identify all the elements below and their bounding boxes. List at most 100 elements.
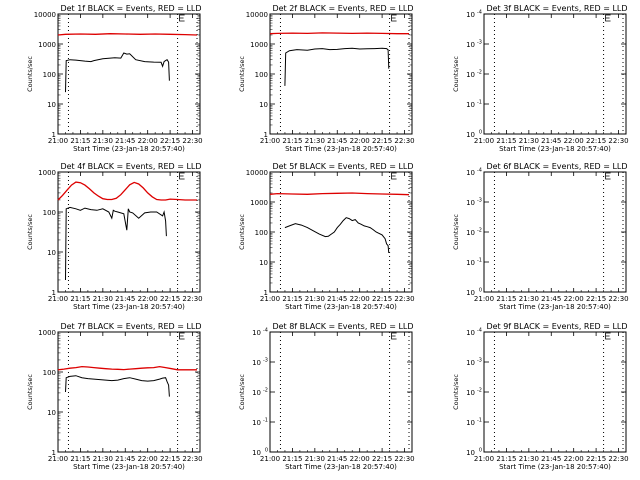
y-tick-exponent: -2 (263, 388, 268, 394)
y-tick-exponent: -2 (477, 388, 482, 394)
x-tick-label: 21:15 (496, 137, 516, 145)
x-axis-label: Start Time (23-Jan-18 20:57:40) (499, 303, 611, 311)
x-tick-label: 22:15 (372, 137, 392, 145)
lld-series-line (57, 181, 197, 201)
y-tick-label: 1 (52, 131, 56, 139)
y-tick-label: 10 (466, 419, 475, 427)
x-tick-label: 21:30 (305, 295, 325, 303)
y-tick-exponent: -1 (263, 418, 268, 424)
x-tick-label: 22:00 (564, 295, 584, 303)
y-tick-label: 10 (47, 409, 56, 417)
x-tick-label: 22:30 (394, 137, 414, 145)
x-tick-label: 22:00 (138, 455, 158, 463)
x-tick-label: 21:45 (327, 455, 347, 463)
y-tick-exponent: -4 (477, 168, 482, 174)
y-tick-exponent: 0 (479, 130, 482, 136)
chart-title: Det 2f BLACK = Events, RED = LLD (272, 4, 413, 13)
y-tick-label: 10 (47, 249, 56, 257)
y-tick-label: 10 (252, 329, 261, 337)
x-tick-label: 21:15 (282, 137, 302, 145)
plot-frame (483, 13, 627, 135)
x-tick-label: 21:15 (70, 295, 90, 303)
y-tick-label: 10 (47, 101, 56, 109)
marker-bracket (179, 14, 185, 22)
x-tick-label: 22:15 (160, 295, 180, 303)
y-axis-label: Counts/sec (452, 374, 460, 410)
x-tick-label: 21:15 (70, 137, 90, 145)
y-tick-exponent: -4 (477, 328, 482, 334)
y-tick-label: 10000 (246, 11, 268, 19)
marker-bracket (391, 172, 397, 180)
x-tick-label: 21:45 (541, 137, 561, 145)
x-tick-label: 22:00 (564, 137, 584, 145)
y-tick-label: 10 (466, 71, 475, 79)
x-tick-label: 22:15 (586, 455, 606, 463)
y-tick-label: 1000 (38, 329, 56, 337)
x-tick-label: 22:00 (564, 455, 584, 463)
y-tick-exponent: -4 (477, 10, 482, 16)
x-tick-label: 22:00 (350, 137, 370, 145)
y-tick-label: 10 (259, 259, 268, 267)
y-tick-label: 10 (252, 359, 261, 367)
x-tick-label: 21:45 (541, 455, 561, 463)
y-tick-exponent: -3 (477, 40, 482, 46)
y-axis-label: Counts/sec (452, 214, 460, 250)
x-tick-label: 21:45 (327, 137, 347, 145)
events-series-line (65, 375, 170, 397)
y-tick-label: 1 (264, 131, 268, 139)
x-tick-label: 22:00 (138, 295, 158, 303)
x-tick-label: 22:15 (160, 455, 180, 463)
y-tick-label: 100 (255, 71, 268, 79)
x-tick-label: 21:30 (93, 455, 113, 463)
y-tick-exponent: -3 (263, 358, 268, 364)
x-tick-label: 21:30 (305, 137, 325, 145)
y-tick-label: 100 (43, 209, 56, 217)
events-series-line (284, 47, 390, 86)
plot-frame (57, 171, 201, 293)
chart-title: Det 7f BLACK = Events, RED = LLD (60, 322, 201, 331)
x-tick-label: 22:30 (394, 455, 414, 463)
y-tick-exponent: -3 (477, 198, 482, 204)
y-axis-label: Counts/sec (26, 56, 34, 92)
chart-panel-4: Det 4f BLACK = Events, RED = LLD 21:00 21:… (26, 162, 203, 311)
plot-frame (269, 13, 413, 135)
x-tick-label: 21:00 (474, 295, 494, 303)
y-tick-exponent: -1 (477, 100, 482, 106)
x-tick-label: 21:00 (48, 295, 68, 303)
x-tick-label: 22:30 (608, 295, 628, 303)
chart-title: Det 1f BLACK = Events, RED = LLD (60, 4, 201, 13)
x-tick-label: 21:00 (260, 455, 280, 463)
chart-title: Det 6f BLACK = Events, RED = LLD (486, 162, 627, 171)
x-tick-label: 22:30 (182, 455, 202, 463)
y-tick-label: 100 (43, 71, 56, 79)
y-tick-label: 10 (466, 359, 475, 367)
marker-bracket (179, 172, 185, 180)
y-axis-label: Counts/sec (238, 214, 246, 250)
lld-series-line (269, 192, 410, 196)
y-tick-label: 10 (466, 449, 475, 457)
x-tick-label: 21:45 (115, 455, 135, 463)
events-series-line (284, 217, 390, 254)
marker-bracket (391, 332, 397, 340)
x-tick-label: 21:00 (260, 295, 280, 303)
y-tick-label: 1000 (250, 41, 268, 49)
chart-title: Det 9f BLACK = Events, RED = LLD (486, 322, 627, 331)
plot-frame (269, 171, 413, 293)
y-tick-label: 10 (259, 101, 268, 109)
x-axis-label: Start Time (23-Jan-18 20:57:40) (73, 303, 185, 311)
x-tick-label: 21:00 (474, 137, 494, 145)
marker-bracket (391, 14, 397, 22)
events-series-line (65, 206, 167, 281)
y-tick-exponent: -2 (477, 228, 482, 234)
lld-series-line (57, 365, 197, 371)
x-tick-label: 21:30 (519, 137, 539, 145)
y-tick-label: 10 (252, 419, 261, 427)
x-axis-label: Start Time (23-Jan-18 20:57:40) (499, 463, 611, 471)
lld-series-line (57, 33, 198, 36)
chart-title: Det 4f BLACK = Events, RED = LLD (60, 162, 201, 171)
x-tick-label: 21:00 (260, 137, 280, 145)
